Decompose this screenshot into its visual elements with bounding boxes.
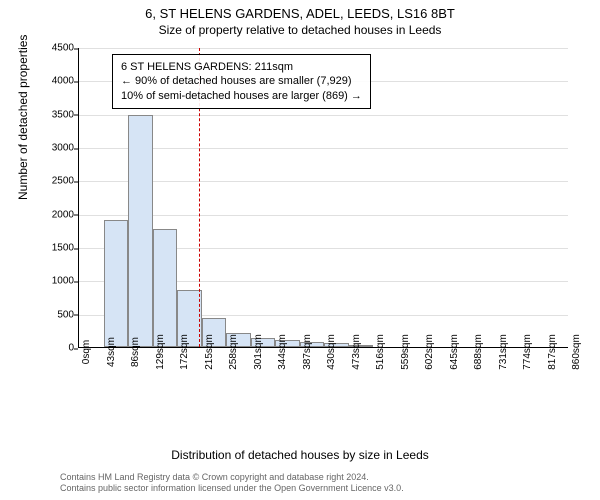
histogram-bar [153, 229, 178, 347]
x-tick-label: 430sqm [326, 334, 337, 370]
x-tick-label: 0sqm [81, 340, 92, 364]
y-tick-label: 1500 [34, 243, 74, 254]
page-subtitle: Size of property relative to detached ho… [0, 21, 600, 37]
x-tick-label: 258sqm [228, 334, 239, 370]
histogram-bar [128, 115, 153, 347]
histogram-chart: 6 ST HELENS GARDENS: 211sqm ← 90% of det… [78, 48, 568, 408]
footer-line-1: Contains HM Land Registry data © Crown c… [60, 472, 404, 483]
gridline [79, 48, 568, 49]
x-tick-label: 602sqm [424, 334, 435, 370]
annotation-line-2: ← 90% of detached houses are smaller (7,… [121, 74, 362, 88]
y-tick-label: 3500 [34, 109, 74, 120]
y-tick-label: 4500 [34, 43, 74, 54]
footer-attribution: Contains HM Land Registry data © Crown c… [60, 472, 404, 494]
y-tick-label: 2500 [34, 176, 74, 187]
x-tick-label: 301sqm [253, 334, 264, 370]
y-tick-label: 0 [34, 343, 74, 354]
annotation-box: 6 ST HELENS GARDENS: 211sqm ← 90% of det… [112, 54, 371, 109]
annotation-line-1: 6 ST HELENS GARDENS: 211sqm [121, 60, 362, 74]
x-tick-label: 387sqm [302, 334, 313, 370]
y-axis-label: Number of detached properties [16, 35, 30, 200]
annotation-line-3: 10% of semi-detached houses are larger (… [121, 89, 362, 103]
x-axis-label: Distribution of detached houses by size … [0, 448, 600, 462]
x-tick-label: 559sqm [400, 334, 411, 370]
y-tick-label: 500 [34, 309, 74, 320]
x-tick-label: 215sqm [204, 334, 215, 370]
y-tick-label: 2000 [34, 209, 74, 220]
x-tick-label: 129sqm [155, 334, 166, 370]
x-tick-label: 774sqm [522, 334, 533, 370]
y-tick-label: 1000 [34, 276, 74, 287]
x-tick-label: 860sqm [571, 334, 582, 370]
page-title: 6, ST HELENS GARDENS, ADEL, LEEDS, LS16 … [0, 0, 600, 21]
x-tick-label: 43sqm [106, 337, 117, 367]
x-tick-label: 473sqm [351, 334, 362, 370]
x-tick-label: 172sqm [179, 334, 190, 370]
x-tick-label: 817sqm [547, 334, 558, 370]
y-tick-label: 3000 [34, 143, 74, 154]
x-tick-label: 516sqm [375, 334, 386, 370]
x-tick-label: 688sqm [473, 334, 484, 370]
histogram-bar [104, 220, 129, 347]
x-tick-label: 344sqm [277, 334, 288, 370]
footer-line-2: Contains public sector information licen… [60, 483, 404, 494]
x-tick-label: 645sqm [449, 334, 460, 370]
x-tick-label: 86sqm [130, 337, 141, 367]
x-tick-label: 731sqm [498, 334, 509, 370]
y-tick-label: 4000 [34, 76, 74, 87]
